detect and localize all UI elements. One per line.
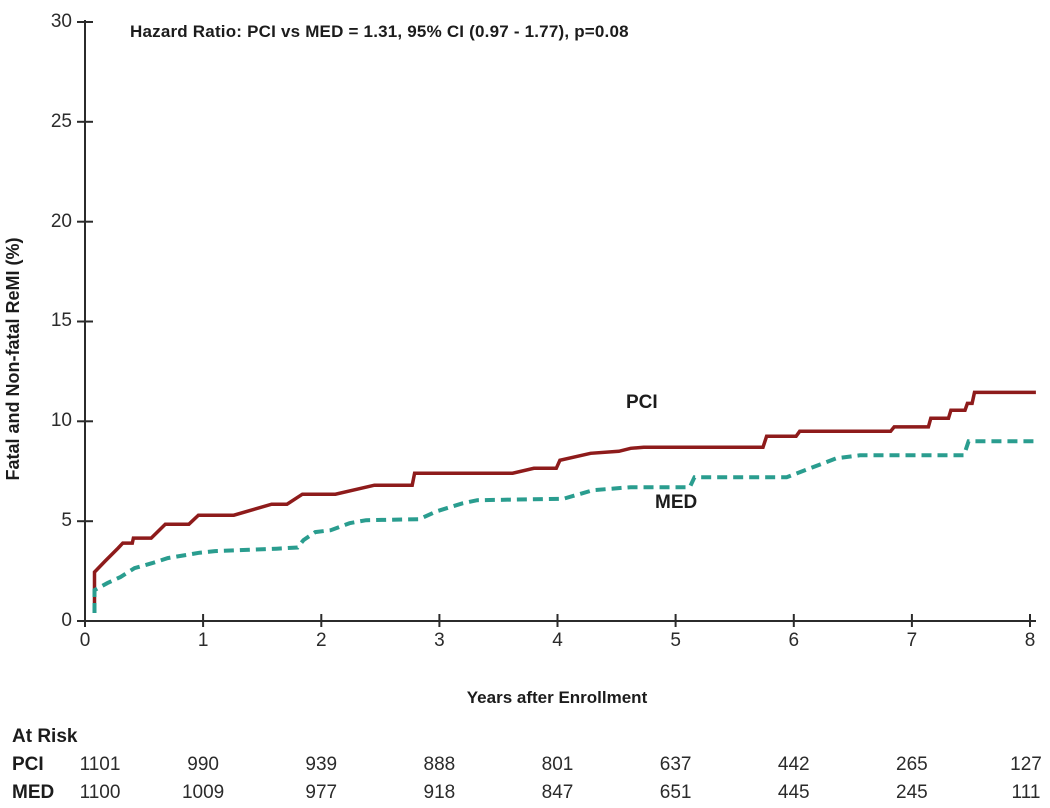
y-tick-label: 5 <box>61 510 72 532</box>
at-risk-count: 801 <box>541 754 574 775</box>
x-tick-label: 8 <box>1024 630 1036 651</box>
at-risk-count: 245 <box>896 782 928 803</box>
pci-curve <box>92 390 1036 610</box>
y-tick-label: 0 <box>61 610 72 631</box>
at-risk-count: 990 <box>187 754 219 775</box>
x-tick-label: 7 <box>906 630 918 651</box>
y-axis-title: Fatal and Non-fatal ReMI (%) <box>3 237 23 481</box>
x-tick-label: 2 <box>315 630 327 651</box>
at-risk-count: 1101 <box>79 754 121 775</box>
hazard-ratio-annotation: Hazard Ratio: PCI vs MED = 1.31, 95% CI … <box>130 22 629 41</box>
med-curve <box>92 439 1035 613</box>
x-tick-label: 4 <box>552 630 563 651</box>
at-risk-count: 1009 <box>181 782 225 803</box>
x-tick-label: 5 <box>670 630 681 651</box>
y-tick-label: 10 <box>50 410 72 432</box>
y-tick-label: 15 <box>50 310 72 332</box>
at-risk-table-title: At Risk <box>12 726 78 747</box>
at-risk-count: 127 <box>1010 754 1042 775</box>
at-risk-count: 939 <box>305 754 338 775</box>
at-risk-count: 918 <box>423 782 456 803</box>
y-tick-label: 25 <box>50 110 72 132</box>
x-axis-title: Years after Enrollment <box>466 688 648 707</box>
at-risk-count: 265 <box>896 754 928 775</box>
y-tick-label: 20 <box>50 210 72 232</box>
x-tick-label: 0 <box>79 630 91 651</box>
x-tick-label: 6 <box>788 630 800 651</box>
at-risk-count: 1100 <box>79 782 121 803</box>
at-risk-count: 651 <box>659 782 692 803</box>
at-risk-row-label: MED <box>12 782 55 803</box>
at-risk-count: 977 <box>305 782 338 803</box>
at-risk-count: 111 <box>1011 782 1041 803</box>
at-risk-count: 442 <box>777 754 810 775</box>
at-risk-count: 888 <box>423 754 456 775</box>
y-tick-label: 30 <box>50 10 72 32</box>
pci-curve-label: PCI <box>626 392 658 413</box>
x-tick-label: 3 <box>434 630 445 651</box>
at-risk-row-label: PCI <box>12 754 44 775</box>
at-risk-count: 445 <box>777 782 810 803</box>
at-risk-count: 847 <box>541 782 574 803</box>
x-tick-label: 1 <box>197 630 209 651</box>
at-risk-count: 637 <box>659 754 692 775</box>
med-curve-label: MED <box>655 492 698 513</box>
